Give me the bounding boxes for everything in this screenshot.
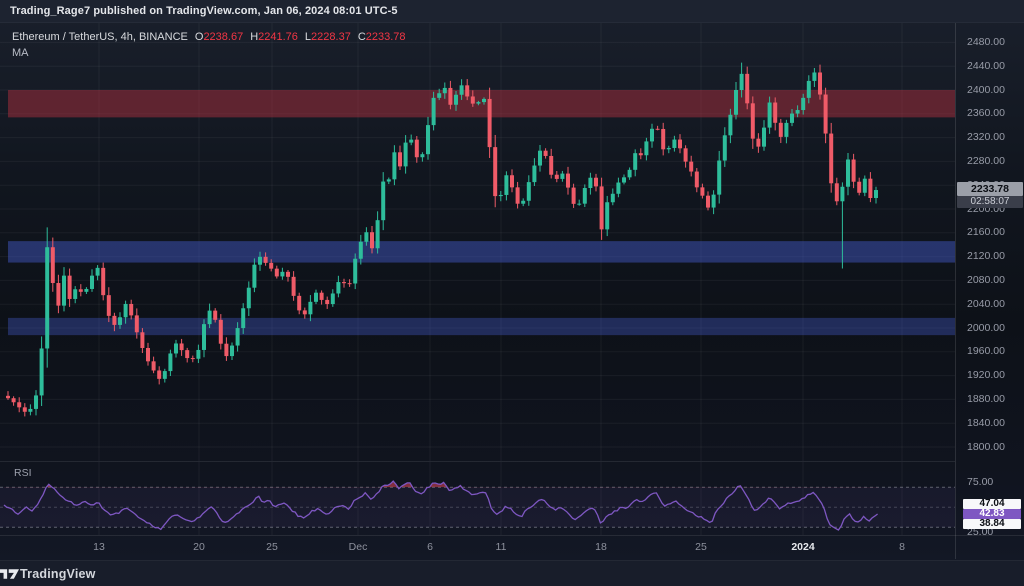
candlestick-series bbox=[6, 62, 878, 417]
time-tick-label: 6 bbox=[427, 541, 433, 553]
price-tick-label: 2440.00 bbox=[967, 59, 1005, 72]
tradingview-brand-text: TradingView bbox=[20, 566, 96, 581]
price-tick-label: 1840.00 bbox=[967, 416, 1005, 429]
publish-header-bar: Trading_Rage7 published on TradingView.c… bbox=[0, 0, 1024, 23]
rsi-axis-tick-25: 25.00 bbox=[967, 525, 994, 538]
ohlc-open-value: 2238.67 bbox=[203, 31, 244, 43]
price-tick-label: 2480.00 bbox=[967, 35, 1005, 48]
price-tick-label: 2000.00 bbox=[967, 321, 1005, 334]
price-tick-label: 1920.00 bbox=[967, 369, 1005, 382]
time-tick-label: 20 bbox=[193, 541, 205, 553]
price-axis[interactable]: 2520.002480.002440.002400.002360.002320.… bbox=[955, 22, 1024, 559]
price-tick-label: 2200.00 bbox=[967, 202, 1005, 215]
price-tick-label: 2120.00 bbox=[967, 250, 1005, 263]
price-tick-label: 2040.00 bbox=[967, 297, 1005, 310]
price-tick-label: 1960.00 bbox=[967, 345, 1005, 358]
ohlc-low-key: L bbox=[304, 31, 312, 43]
time-axis-divider bbox=[0, 535, 1024, 536]
ohlc-close-key: C bbox=[357, 31, 366, 43]
time-tick-label: 8 bbox=[899, 541, 905, 553]
pane-divider[interactable] bbox=[0, 461, 955, 462]
rsi-indicator-label[interactable]: RSI bbox=[14, 467, 32, 479]
publish-header-text: Trading_Rage7 published on TradingView.c… bbox=[10, 5, 398, 17]
ohlc-high-value: 2241.76 bbox=[258, 31, 298, 43]
ohlc-open-key: O bbox=[194, 31, 204, 43]
time-tick-label: 2024 bbox=[791, 541, 815, 553]
time-axis[interactable]: 13 20 25 Dec 6 11 18 25 2024 8 bbox=[0, 536, 955, 559]
rsi-lower-band-value-badge: 38.84 bbox=[963, 518, 1021, 529]
time-tick-label: 25 bbox=[695, 541, 707, 553]
price-tick-label: 2160.00 bbox=[967, 226, 1005, 239]
last-price-badge: 2233.78 bbox=[957, 181, 1023, 196]
price-chart-canvas[interactable] bbox=[0, 22, 955, 461]
bar-countdown-badge: 02:58:07 bbox=[957, 195, 1023, 208]
time-tick-label: 18 bbox=[595, 541, 607, 553]
price-tick-label: 2320.00 bbox=[967, 131, 1005, 144]
price-tick-label: 2360.00 bbox=[967, 107, 1005, 120]
rsi-line bbox=[3, 480, 878, 531]
resistance-zone bbox=[8, 90, 955, 118]
price-tick-label: 2400.00 bbox=[967, 83, 1005, 96]
price-tick-label: 1800.00 bbox=[967, 440, 1005, 453]
time-tick-label: 25 bbox=[266, 541, 278, 553]
ohlc-low-value: 2228.37 bbox=[311, 31, 351, 43]
support-zone-1 bbox=[8, 241, 955, 263]
rsi-value-badge: 42.83 bbox=[963, 508, 1021, 519]
rsi-upper-band-value-badge: 47.04 bbox=[963, 498, 1021, 509]
tradingview-brand-link[interactable]: TradingView bbox=[0, 566, 96, 581]
rsi-chart-canvas[interactable] bbox=[0, 462, 955, 535]
time-tick-label: Dec bbox=[348, 541, 368, 553]
ohlc-close-value: 2233.78 bbox=[365, 31, 406, 43]
rsi-axis-tick-75: 75.00 bbox=[967, 475, 994, 488]
tradingview-logo-icon bbox=[0, 568, 19, 579]
footer-bar: TradingView bbox=[0, 560, 1024, 586]
price-tick-label: 1880.00 bbox=[967, 392, 1005, 405]
ohlc-high-key: H bbox=[250, 31, 259, 43]
time-tick-label: 13 bbox=[93, 541, 105, 553]
time-tick-label: 11 bbox=[495, 541, 507, 553]
price-tick-label: 2280.00 bbox=[967, 154, 1005, 167]
ma-indicator-label[interactable]: MA bbox=[12, 47, 29, 59]
support-zone-2 bbox=[8, 317, 955, 336]
chart-legend: Ethereum / TetherUS, 4h, BINANCE O2238.67… bbox=[12, 29, 406, 61]
symbol-title[interactable]: Ethereum / TetherUS, 4h, BINANCE bbox=[12, 31, 188, 43]
price-tick-label: 2080.00 bbox=[967, 273, 1005, 286]
